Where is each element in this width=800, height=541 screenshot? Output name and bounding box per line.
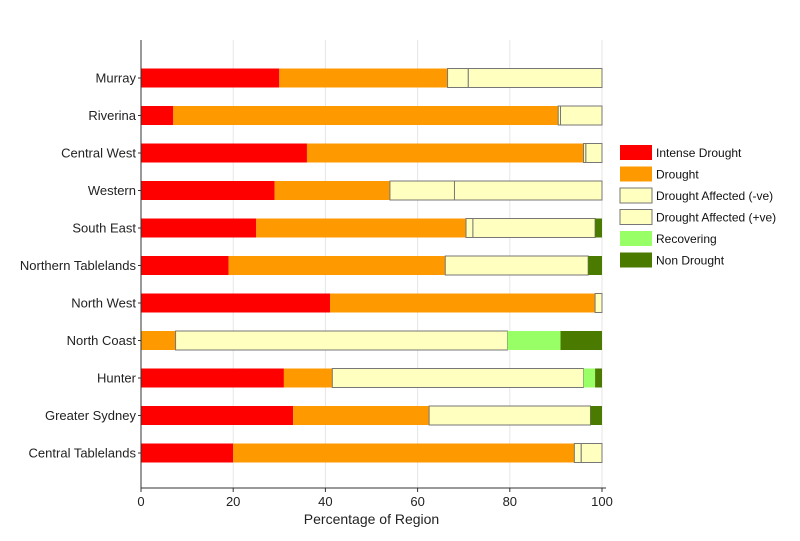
x-tick-label: 40 [318, 494, 332, 509]
bar-south-east-drought-affected-ve- [465, 218, 474, 238]
bar-riverina-intense-drought [141, 106, 174, 125]
bar-north-coast-recovering [507, 331, 561, 350]
bar-central-tablelands-drought-affected-ve- [580, 443, 603, 463]
bar-western-drought [274, 181, 390, 200]
y-tick-label: Northern Tablelands [20, 258, 137, 273]
bar-north-west-intense-drought [141, 293, 331, 313]
legend-swatch [620, 231, 652, 246]
bar-north-coast-non-drought [560, 331, 602, 350]
y-tick-label: North West [71, 296, 136, 311]
bar-hunter-intense-drought [141, 368, 284, 388]
legend-label: Intense Drought [656, 146, 742, 160]
y-tick-label: Central Tablelands [29, 446, 137, 461]
bar-northern-tablelands-intense-drought [141, 256, 229, 275]
x-tick-labels: 0 20 40 60 80 100 [137, 494, 612, 509]
x-tick-label: 80 [503, 494, 517, 509]
bar-central-tablelands-drought-affected-ve- [573, 443, 582, 463]
bar-northern-tablelands-drought-affected-ve- [444, 255, 589, 276]
bar-northern-tablelands-drought [228, 256, 446, 275]
y-tick-label: Riverina [88, 108, 136, 123]
bar-central-west-drought-affected-ve- [585, 143, 603, 163]
bar-greater-sydney-drought-affected-ve- [428, 405, 591, 426]
bar-murray-intense-drought [141, 68, 280, 88]
bar-western-drought-affected-ve- [389, 180, 455, 201]
bar-greater-sydney-drought [293, 406, 430, 425]
legend-swatch [620, 252, 652, 268]
bar-northern-tablelands-non-drought [588, 256, 602, 275]
bar-murray-drought [279, 68, 448, 88]
legend: Intense Drought Drought Drought Affected (… [619, 145, 776, 268]
y-tick-labels: Murray Riverina Central West Western South E… [20, 71, 137, 461]
x-tick-label: 20 [226, 494, 240, 509]
x-tick-label: 0 [137, 494, 144, 509]
bar-hunter-recovering [583, 368, 596, 388]
y-tick-label: Western [88, 183, 136, 198]
bar-hunter-drought [283, 368, 333, 388]
bar-central-west-intense-drought [141, 143, 307, 163]
x-tick-label: 100 [591, 494, 613, 509]
bar-central-west-drought [306, 143, 584, 163]
bar-south-east-intense-drought [141, 218, 257, 238]
bar-hunter-non-drought [595, 368, 602, 388]
legend-label: Non Drought [656, 254, 725, 268]
x-axis-title: Percentage of Region [304, 511, 439, 527]
bar-south-east-drought [256, 218, 467, 238]
legend-label: Drought [656, 168, 699, 182]
bar-riverina-drought [173, 106, 559, 125]
legend-swatch [620, 166, 652, 182]
bar-riverina-drought-affected-ve- [560, 105, 603, 126]
bar-central-tablelands-drought [233, 443, 575, 463]
bar-north-west-drought-affected-ve- [594, 293, 603, 313]
bar-western-intense-drought [141, 181, 275, 200]
bar-north-coast-drought-affected-ve- [175, 330, 508, 351]
bar-south-east-drought-affected-ve- [472, 218, 596, 238]
y-tick-label: South East [72, 221, 136, 236]
x-tick-label: 60 [410, 494, 424, 509]
y-tick-label: Greater Sydney [45, 408, 137, 423]
bar-central-tablelands-intense-drought [141, 443, 234, 463]
legend-label: Recovering [656, 232, 717, 246]
bar-western-drought-affected-ve- [453, 180, 603, 201]
bar-north-coast-drought [141, 331, 176, 350]
bar-hunter-drought-affected-ve- [331, 368, 585, 388]
legend-label: Drought Affected (+ve) [656, 211, 776, 225]
y-tick-label: North Coast [67, 333, 137, 348]
legend-swatch [620, 145, 652, 160]
y-tick-label: Hunter [97, 371, 137, 386]
legend-swatch [619, 187, 653, 204]
bar-murray-drought-affected-ve- [447, 68, 469, 88]
legend-swatch [619, 209, 653, 225]
y-tick-label: Murray [96, 71, 137, 86]
bars [141, 68, 603, 463]
bar-greater-sydney-intense-drought [141, 406, 294, 425]
bar-murray-drought-affected-ve- [467, 68, 603, 88]
y-tick-label: Central West [61, 146, 136, 161]
bar-greater-sydney-non-drought [590, 406, 602, 425]
axes [138, 40, 606, 492]
bar-south-east-non-drought [595, 218, 602, 238]
legend-label: Drought Affected (-ve) [656, 189, 773, 203]
bar-north-west-drought [330, 293, 596, 313]
